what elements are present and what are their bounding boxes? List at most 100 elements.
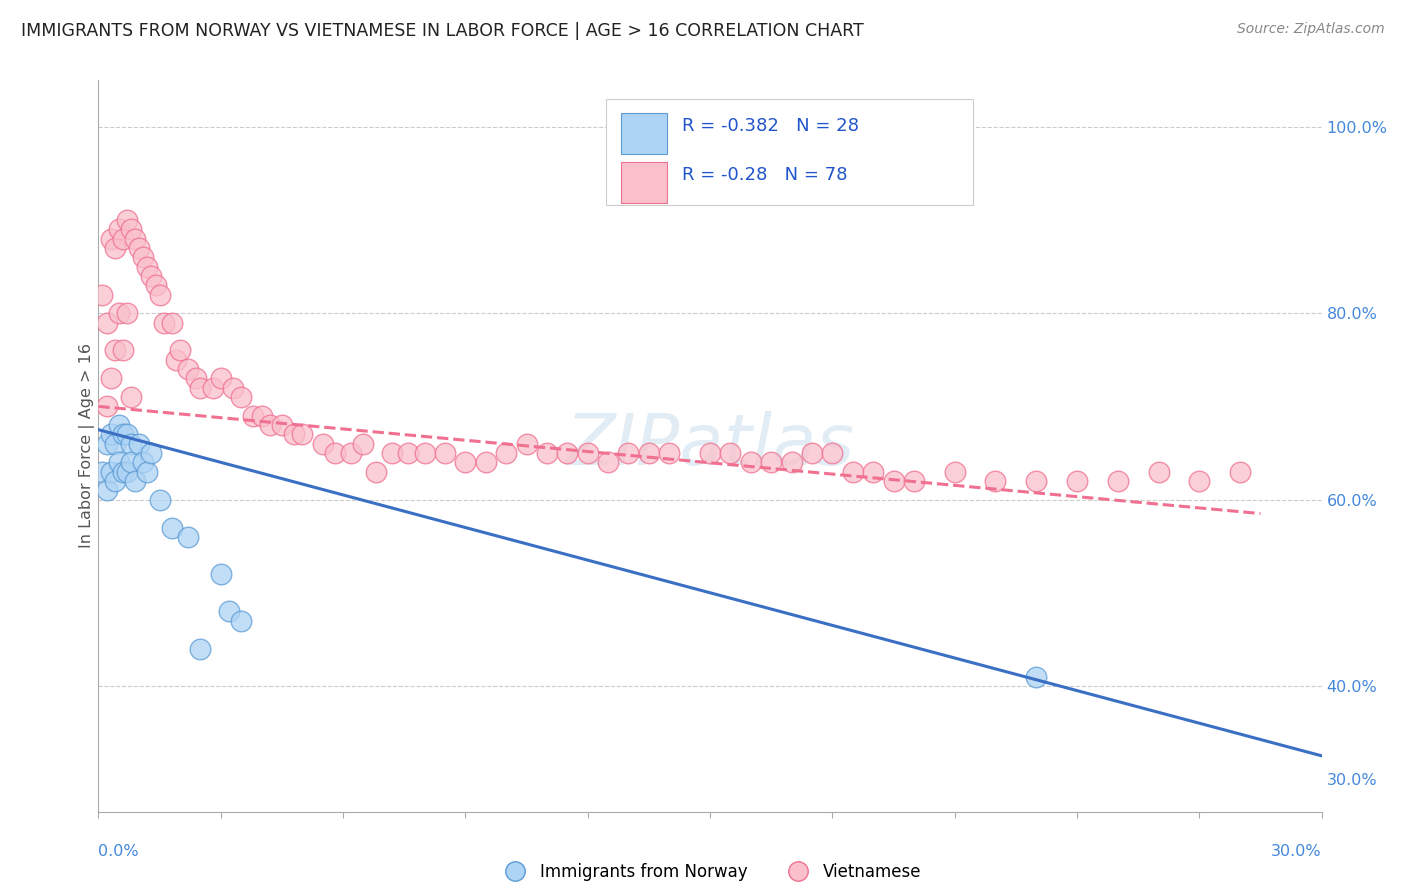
Legend: Immigrants from Norway, Vietnamese: Immigrants from Norway, Vietnamese [492,856,928,888]
Point [188,381,212,395]
Point [96,483,118,498]
Point [557,446,579,460]
Point [132,250,155,264]
Point [1147,465,1170,479]
Point [699,446,721,460]
Point [638,446,661,460]
Point [104,343,127,358]
Point [120,390,142,404]
Point [617,446,640,460]
Point [883,474,905,488]
Point [801,446,824,460]
Point [323,446,346,460]
Point [96,316,118,330]
Point [291,427,314,442]
Point [115,465,138,479]
Point [761,455,783,469]
Point [381,446,404,460]
Point [242,409,264,423]
Point [108,222,131,236]
Point [169,343,191,358]
Point [841,465,863,479]
Point [598,455,620,469]
Point [111,427,134,442]
Point [177,362,200,376]
Text: R = -0.28   N = 78: R = -0.28 N = 78 [682,167,848,185]
Point [141,268,163,283]
Y-axis label: In Labor Force | Age > 16: In Labor Force | Age > 16 [79,343,96,549]
Point [128,436,150,450]
Point [903,474,925,488]
Point [454,455,477,469]
Text: ZIPatlas: ZIPatlas [565,411,855,481]
Point [250,409,273,423]
Point [231,614,253,628]
Point [186,371,208,385]
Point [576,446,599,460]
Point [396,446,419,460]
Point [740,455,762,469]
Point [188,641,212,656]
Point [128,241,150,255]
Point [516,436,538,450]
Point [111,232,134,246]
Point [259,417,281,432]
Point [104,241,127,255]
Point [364,465,387,479]
Text: 0.0%: 0.0% [98,845,139,859]
Point [141,446,163,460]
Point [120,222,142,236]
Point [201,381,224,395]
Point [149,287,172,301]
Point [136,465,159,479]
Point [1025,474,1047,488]
Point [100,465,122,479]
Point [1066,474,1088,488]
Point [536,446,558,460]
Point [160,316,183,330]
Point [165,352,187,367]
Text: Source: ZipAtlas.com: Source: ZipAtlas.com [1237,22,1385,37]
Point [821,446,844,460]
Point [1025,670,1047,684]
Point [111,343,134,358]
Point [209,567,232,582]
Point [1107,474,1129,488]
Point [96,436,118,450]
Point [104,436,127,450]
Point [104,474,127,488]
Point [96,400,118,414]
Text: R = -0.382   N = 28: R = -0.382 N = 28 [682,118,859,136]
Point [658,446,681,460]
Point [862,465,884,479]
Point [124,474,146,488]
FancyBboxPatch shape [620,112,668,153]
Point [120,455,142,469]
FancyBboxPatch shape [606,99,973,204]
Point [720,446,742,460]
Point [312,436,335,450]
Point [495,446,517,460]
Point [943,465,966,479]
Point [352,436,374,450]
Point [100,427,122,442]
Point [270,417,294,432]
Point [222,381,245,395]
Point [218,604,240,618]
Point [1188,474,1211,488]
Point [100,232,122,246]
Point [115,427,138,442]
Point [108,455,131,469]
Point [111,465,134,479]
Point [209,371,232,385]
Point [120,436,142,450]
Text: IMMIGRANTS FROM NORWAY VS VIETNAMESE IN LABOR FORCE | AGE > 16 CORRELATION CHART: IMMIGRANTS FROM NORWAY VS VIETNAMESE IN … [21,22,863,40]
Point [413,446,436,460]
Point [1229,465,1251,479]
Point [91,465,114,479]
Point [231,390,253,404]
Point [474,455,498,469]
Point [108,306,131,320]
Point [145,278,167,293]
Point [108,417,131,432]
